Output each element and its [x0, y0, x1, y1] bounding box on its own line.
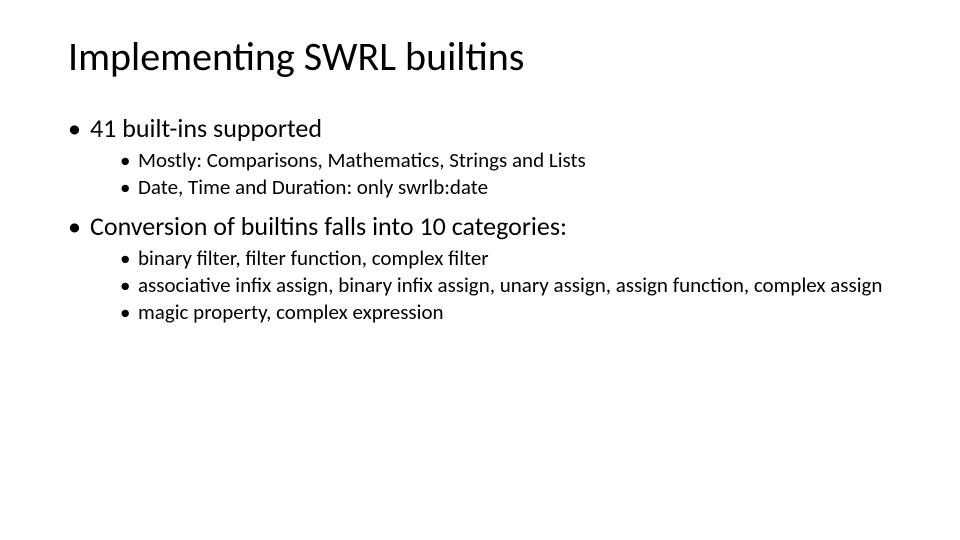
bullet-list-lvl1: 41 built-ins supported Mostly: Compariso… [68, 112, 900, 325]
bullet-lvl1: 41 built-ins supported Mostly: Compariso… [68, 112, 900, 200]
bullet-lvl1: Conversion of builtins falls into 10 cat… [68, 210, 900, 325]
bullet-text: Conversion of builtins falls into 10 cat… [90, 210, 567, 242]
bullet-lvl2: binary filter, filter function, complex … [120, 245, 900, 271]
slide-title: Implementing SWRL builtins [68, 32, 524, 81]
bullet-text: magic property, complex expression [138, 299, 444, 325]
bullet-lvl2: associative infix assign, binary infix a… [120, 272, 900, 298]
bullet-lvl2: Mostly: Comparisons, Mathematics, String… [120, 147, 900, 173]
bullet-text: binary filter, filter function, complex … [138, 245, 489, 271]
bullet-text: Date, Time and Duration: only swrlb:date [138, 174, 488, 200]
bullet-lvl2: magic property, complex expression [120, 299, 900, 325]
slide: Implementing SWRL builtins 41 built-ins … [0, 0, 960, 540]
bullet-text: associative infix assign, binary infix a… [138, 272, 882, 298]
bullet-list-lvl2: binary filter, filter function, complex … [90, 245, 900, 326]
bullet-text: Mostly: Comparisons, Mathematics, String… [138, 147, 586, 173]
slide-body: 41 built-ins supported Mostly: Compariso… [68, 112, 900, 335]
bullet-lvl2: Date, Time and Duration: only swrlb:date [120, 174, 900, 200]
bullet-list-lvl2: Mostly: Comparisons, Mathematics, String… [90, 147, 900, 201]
bullet-text: 41 built-ins supported [90, 112, 322, 144]
